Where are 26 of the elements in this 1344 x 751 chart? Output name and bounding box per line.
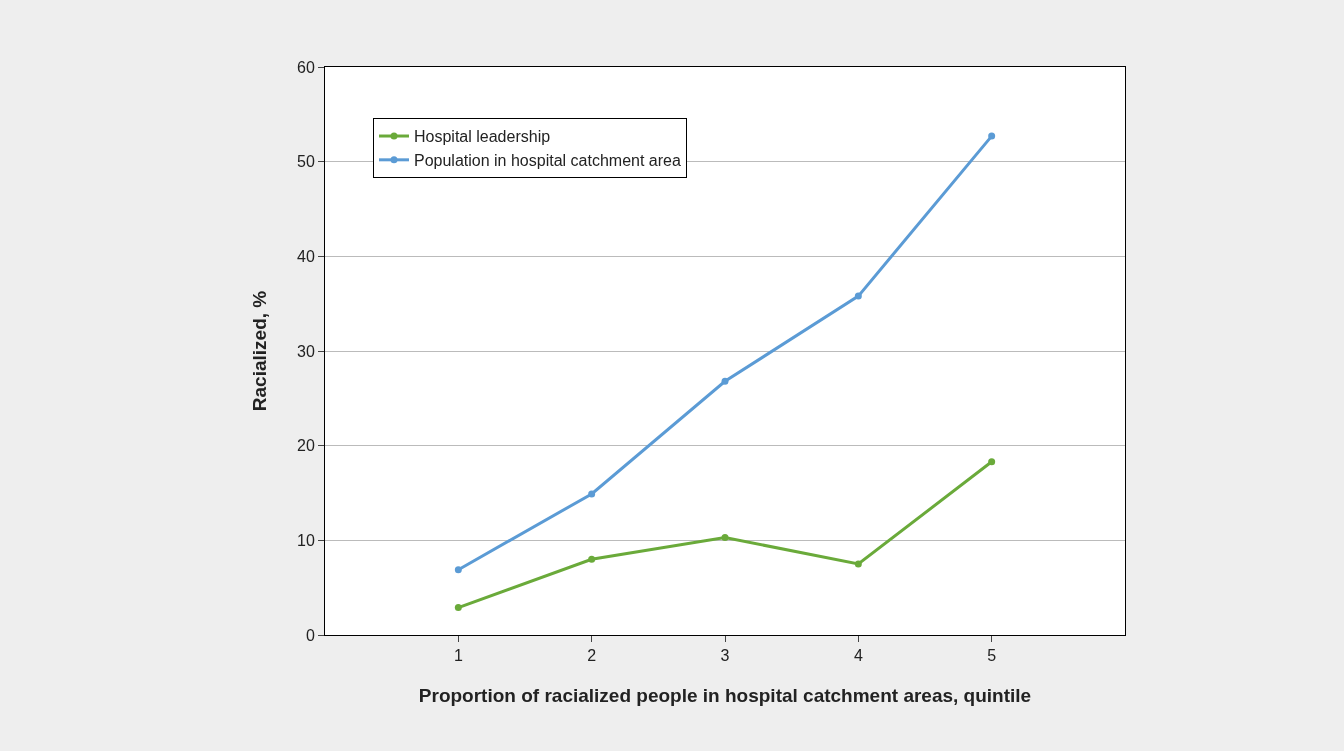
- y-tick-label: 40: [297, 247, 315, 265]
- y-tick-label: 60: [297, 58, 315, 76]
- legend-label: Hospital leadership: [414, 128, 551, 146]
- point: [588, 490, 596, 498]
- y-tick-label: 30: [297, 342, 315, 360]
- y-tick-label: 20: [297, 437, 315, 455]
- point: [454, 566, 462, 574]
- point: [988, 132, 996, 140]
- legend-label: Population in hospital catchment area: [414, 152, 681, 170]
- point: [588, 555, 596, 563]
- point: [721, 377, 729, 385]
- point: [454, 604, 462, 612]
- y-tick-label: 50: [297, 153, 315, 171]
- point: [854, 292, 862, 300]
- y-axis-title: Racialized, %: [248, 290, 270, 412]
- x-axis-title: Proportion of racialized people in hospital catchment areas, quintile: [418, 685, 1032, 706]
- x-tick-label: 5: [987, 647, 997, 665]
- x-tick-label: 4: [853, 647, 863, 665]
- point: [988, 458, 996, 466]
- point: [721, 533, 729, 541]
- y-tick-label: 10: [297, 531, 315, 549]
- y-tick-label: 0: [305, 626, 315, 644]
- point: [854, 560, 862, 568]
- x-tick-label: 1: [453, 647, 463, 665]
- x-tick-label: 3: [720, 647, 730, 665]
- x-tick-label: 2: [587, 647, 597, 665]
